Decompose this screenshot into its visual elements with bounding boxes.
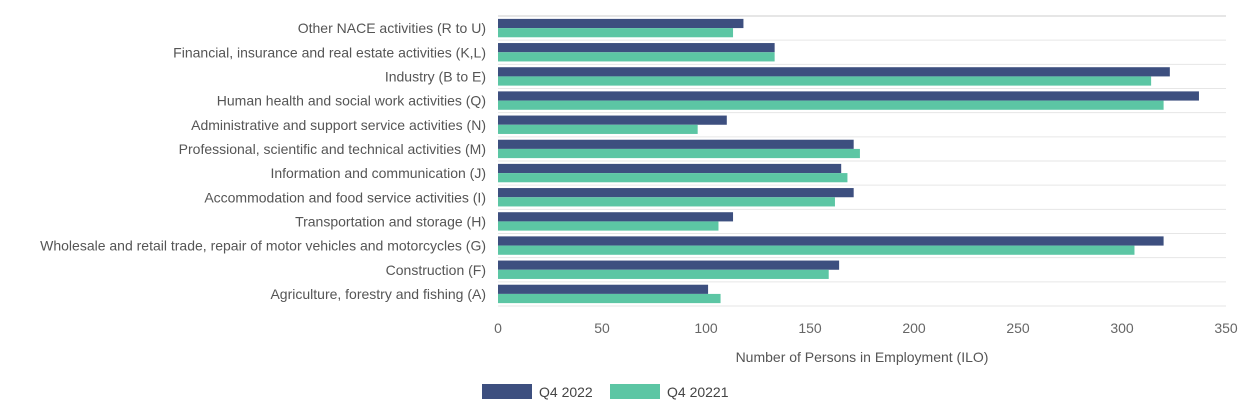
bar-q4-2022[interactable] <box>498 115 727 125</box>
category-label: Industry (B to E) <box>385 68 486 84</box>
bar-q4-20221[interactable] <box>498 52 775 62</box>
bar-q4-2022[interactable] <box>498 91 1199 101</box>
bar-q4-2022[interactable] <box>498 188 854 198</box>
legend-swatch <box>610 384 660 399</box>
category-label: Construction (F) <box>386 262 486 278</box>
category-label: Financial, insurance and real estate act… <box>173 44 486 60</box>
x-tick-label: 150 <box>798 320 822 336</box>
x-tick-label: 50 <box>594 320 610 336</box>
x-axis-title: Number of Persons in Employment (ILO) <box>736 349 989 365</box>
bar-q4-2022[interactable] <box>498 236 1164 246</box>
category-label: Wholesale and retail trade, repair of mo… <box>40 238 486 254</box>
bar-q4-2022[interactable] <box>498 67 1170 77</box>
legend-item-q4-2022[interactable]: Q4 2022 <box>482 384 593 400</box>
bar-q4-20221[interactable] <box>498 221 719 231</box>
bar-q4-2022[interactable] <box>498 284 709 294</box>
category-label: Administrative and support service activ… <box>191 117 486 133</box>
x-tick-label: 250 <box>1006 320 1030 336</box>
bar-q4-2022[interactable] <box>498 18 744 29</box>
bar-q4-2022[interactable] <box>498 139 854 149</box>
category-label: Transportation and storage (H) <box>295 213 486 229</box>
bar-q4-20221[interactable] <box>498 197 835 207</box>
legend-swatch <box>482 384 532 399</box>
bar-q4-20221[interactable] <box>498 76 1152 86</box>
x-tick-label: 350 <box>1214 320 1238 336</box>
bar-q4-2022[interactable] <box>498 260 840 270</box>
gridlines <box>498 15 1226 307</box>
bar-q4-2022[interactable] <box>498 163 842 174</box>
category-label: Professional, scientific and technical a… <box>179 141 486 157</box>
bar-q4-20221[interactable] <box>498 245 1135 255</box>
bar-q4-20221[interactable] <box>498 293 721 304</box>
x-tick-label: 300 <box>1110 320 1134 336</box>
legend-label: Q4 20221 <box>667 384 729 400</box>
x-tick-label: 0 <box>494 320 502 336</box>
category-label: Other NACE activities (R to U) <box>298 20 486 36</box>
legend[interactable]: Q4 2022 Q4 20221 <box>482 384 729 400</box>
bar-q4-20221[interactable] <box>498 148 860 159</box>
bar-q4-2022[interactable] <box>498 212 734 222</box>
bar-q4-20221[interactable] <box>498 269 829 279</box>
bars <box>498 18 1199 304</box>
bar-q4-2022[interactable] <box>498 43 775 53</box>
bar-q4-20221[interactable] <box>498 173 848 183</box>
x-tick-label: 200 <box>902 320 926 336</box>
bar-q4-20221[interactable] <box>498 100 1164 110</box>
legend-label: Q4 2022 <box>539 384 593 400</box>
category-label: Information and communication (J) <box>270 165 486 181</box>
category-label: Human health and social work activities … <box>217 93 486 109</box>
legend-item-q4-20221[interactable]: Q4 20221 <box>610 384 729 400</box>
category-labels: Other NACE activities (R to U) Financial,… <box>40 20 486 302</box>
bar-q4-20221[interactable] <box>498 28 734 38</box>
x-tick-label: 100 <box>694 320 718 336</box>
category-label: Agriculture, forestry and fishing (A) <box>270 286 486 302</box>
bar-q4-20221[interactable] <box>498 124 698 134</box>
category-label: Accommodation and food service activitie… <box>204 189 486 205</box>
x-axis-ticks: 0 50 100 150 200 250 300 350 <box>494 320 1238 336</box>
